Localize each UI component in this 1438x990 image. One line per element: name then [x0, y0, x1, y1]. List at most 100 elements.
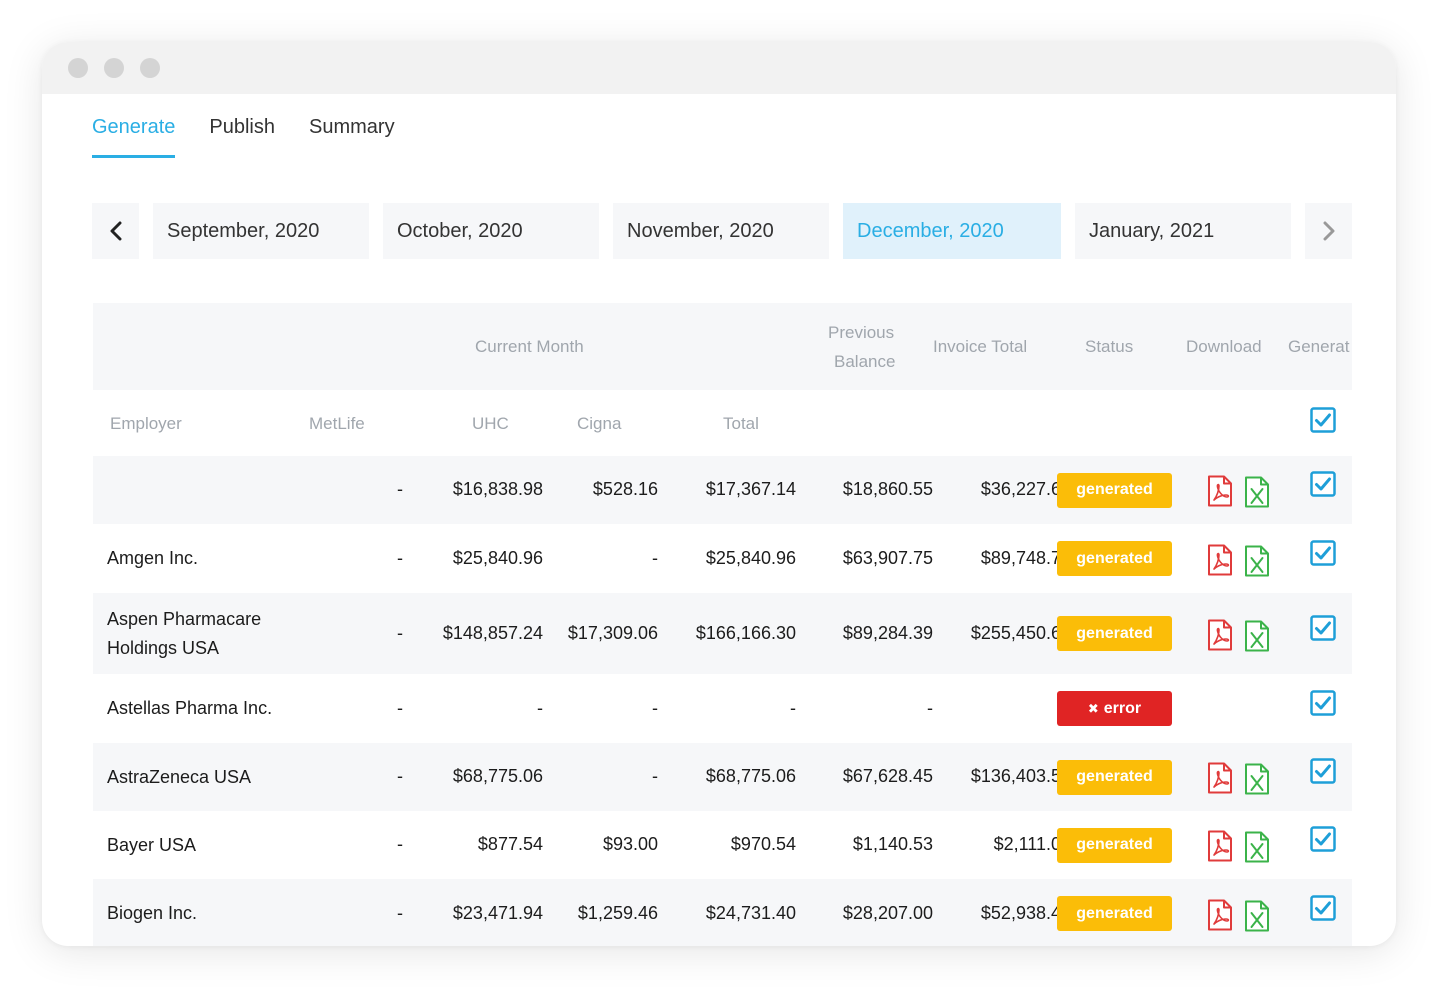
header-previous-balance-line2: Balance — [834, 352, 896, 371]
cell-total: - — [790, 697, 796, 718]
pdf-download-icon[interactable] — [1207, 899, 1233, 931]
cell-cigna: $1,259.46 — [577, 902, 658, 923]
cell-invoice: $136,403.51 — [970, 766, 1071, 786]
table-row: Amgen Inc. - $25,840.96 - $25,840.96 $63,907.… — [93, 524, 1352, 593]
cell-total: $970.54 — [730, 834, 796, 854]
window-titlebar — [42, 42, 1396, 94]
month-november-2020[interactable]: November, 2020 — [613, 203, 829, 259]
cell-cigna: - — [652, 766, 658, 786]
cell-metlife: - — [397, 902, 403, 923]
cell-total: $166,166.30 — [695, 622, 796, 643]
cell-metlife: - — [397, 766, 403, 786]
cell-uhc: $23,471.94 — [452, 902, 543, 923]
cell-uhc: $16,838.98 — [452, 479, 543, 499]
row-generate-checkbox[interactable] — [1310, 539, 1336, 566]
excel-download-icon[interactable] — [1244, 763, 1270, 795]
header-cigna: Cigna — [577, 414, 622, 433]
status-badge[interactable]: generated — [1057, 759, 1172, 795]
cell-metlife: - — [397, 622, 403, 643]
header-download: Download — [1186, 337, 1262, 356]
status-label: generated — [1076, 624, 1153, 642]
cell-prev: $89,284.39 — [842, 622, 933, 643]
status-label: generated — [1076, 481, 1153, 498]
row-generate-checkbox[interactable] — [1310, 689, 1336, 716]
table-header-group-row: Current Month Previous Balance Invoice T… — [93, 303, 1352, 390]
window-maximize-dot[interactable] — [140, 58, 160, 78]
status-badge[interactable]: generated — [1057, 616, 1172, 651]
cell-metlife: - — [397, 834, 403, 854]
pdf-download-icon[interactable] — [1207, 544, 1233, 576]
error-x-icon: ✖ — [1087, 700, 1099, 716]
cell-metlife: - — [397, 479, 403, 499]
status-badge[interactable]: generated — [1057, 541, 1172, 576]
employer-name: Astellas Pharma Inc. — [107, 698, 273, 718]
cell-uhc: $148,857.24 — [442, 622, 543, 643]
header-generate: Generat — [1288, 337, 1350, 356]
excel-download-icon[interactable] — [1244, 900, 1270, 932]
cell-total: $17,367.14 — [705, 479, 796, 499]
excel-download-icon[interactable] — [1244, 476, 1270, 508]
cell-prev: - — [927, 697, 933, 718]
invoice-table: Current Month Previous Balance Invoice T… — [93, 303, 1352, 946]
status-badge[interactable]: generated — [1057, 827, 1172, 863]
table-row: Astellas Pharma Inc.------✖error — [93, 674, 1352, 743]
table-row: Aspen Pharmacare Holdings USA - $148,857.2… — [93, 593, 1352, 674]
employer-name: Amgen Inc. — [107, 548, 199, 568]
tab-generate[interactable]: Generate — [92, 112, 176, 158]
cell-uhc: - — [537, 697, 543, 718]
row-generate-checkbox[interactable] — [1310, 471, 1336, 497]
cell-cigna: - — [652, 547, 658, 568]
header-uhc: UHC — [472, 414, 509, 433]
tab-summary[interactable]: Summary — [309, 116, 395, 138]
cell-total: $24,731.40 — [705, 902, 796, 923]
pdf-download-icon[interactable] — [1207, 762, 1233, 794]
cell-invoice: $36,227.69 — [980, 479, 1071, 499]
table-row: - $16,838.98 $528.16 $17,367.14 $18,860.55 $3… — [93, 456, 1352, 524]
month-october-2020[interactable]: October, 2020 — [383, 203, 599, 259]
cell-metlife: - — [397, 697, 403, 718]
pdf-download-icon[interactable] — [1207, 475, 1233, 507]
row-generate-checkbox[interactable] — [1310, 614, 1336, 641]
app-window: Generate Publish Summary September, 2020… — [42, 42, 1396, 946]
row-generate-checkbox[interactable] — [1310, 826, 1336, 852]
cell-prev: $28,207.00 — [842, 902, 933, 923]
tab-publish[interactable]: Publish — [209, 116, 275, 138]
status-badge[interactable]: generated — [1057, 472, 1172, 508]
cell-invoice: $2,111.07 — [993, 834, 1071, 854]
month-january-2021[interactable]: January, 2021 — [1075, 203, 1291, 259]
status-label: generated — [1076, 549, 1153, 567]
table-row: Bayer USA - $877.54 $93.00 $970.54 $1,140.53 $… — [93, 811, 1352, 879]
employer-name: AstraZeneca USA — [107, 766, 252, 787]
excel-download-icon[interactable] — [1244, 620, 1270, 652]
cell-uhc: $25,840.96 — [452, 547, 543, 568]
header-previous-balance-line1: Previous — [828, 323, 895, 342]
next-month-button[interactable] — [1305, 203, 1352, 259]
cell-cigna: $93.00 — [602, 834, 658, 854]
table-header-column-row: Employer MetLife UHC Cigna Total — [93, 390, 1352, 456]
excel-download-icon[interactable] — [1244, 831, 1270, 863]
status-badge[interactable]: generated — [1057, 896, 1172, 931]
excel-download-icon[interactable] — [1244, 545, 1270, 577]
status-label: generated — [1076, 904, 1153, 922]
month-september-2020[interactable]: September, 2020 — [153, 203, 369, 259]
row-generate-checkbox[interactable] — [1310, 894, 1336, 921]
select-all-checkbox[interactable] — [1310, 407, 1336, 433]
pdf-download-icon[interactable] — [1207, 830, 1233, 862]
window-close-dot[interactable] — [68, 58, 88, 78]
row-generate-checkbox[interactable] — [1310, 758, 1336, 784]
status-label: error — [1103, 699, 1142, 717]
previous-month-button[interactable] — [92, 203, 139, 259]
employer-name: Bayer USA — [107, 834, 197, 855]
month-december-2020[interactable]: December, 2020 — [843, 203, 1061, 259]
cell-uhc: $877.54 — [477, 834, 543, 854]
cell-prev: $18,860.55 — [842, 479, 933, 499]
header-total: Total — [723, 414, 759, 433]
header-current-month: Current Month — [475, 337, 584, 356]
cell-total: $25,840.96 — [705, 547, 796, 568]
cell-invoice: $52,938.40 — [980, 902, 1071, 923]
status-badge[interactable]: ✖ error — [1057, 691, 1172, 726]
status-label: generated — [1076, 836, 1153, 853]
employer-name: Aspen Pharmacare Holdings USA — [107, 608, 262, 658]
window-minimize-dot[interactable] — [104, 58, 124, 78]
pdf-download-icon[interactable] — [1207, 619, 1233, 651]
